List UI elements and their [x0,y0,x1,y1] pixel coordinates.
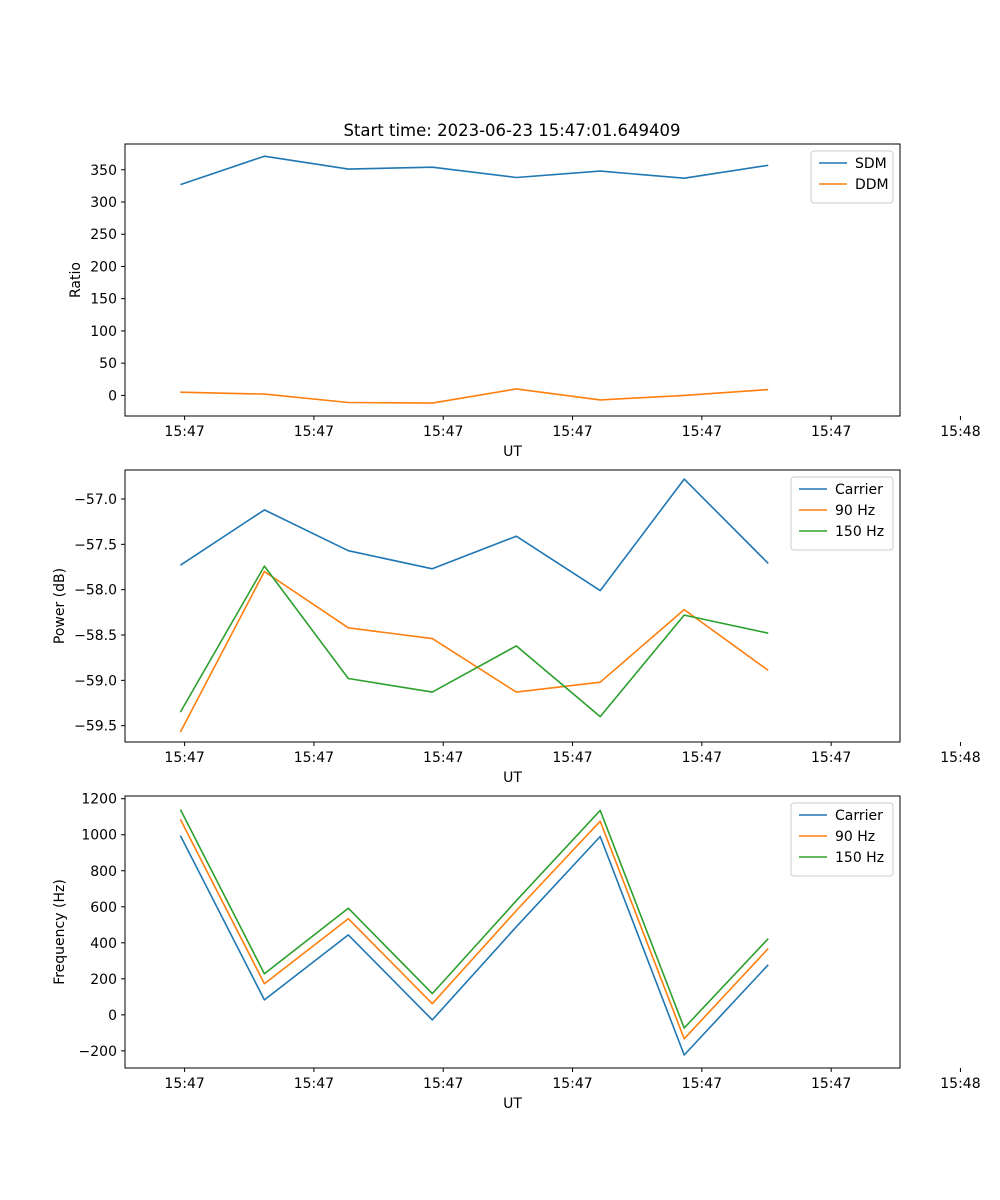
x-tick-label: 15:48 [940,750,980,766]
x-axis-label: UT [503,1096,522,1112]
y-tick-label: 300 [90,195,117,211]
series-line-90-hz [179,570,769,733]
y-tick-label: −57.0 [74,492,117,508]
series-line-150-hz [179,809,769,1029]
x-tick-label: 15:47 [552,1076,592,1092]
y-tick-label: 50 [99,356,117,372]
x-tick-label: 15:48 [940,1076,980,1092]
y-tick-label: −58.5 [74,628,117,644]
x-tick-label: 15:48 [940,424,980,440]
legend: Carrier 90 Hz 150 Hz [790,476,894,551]
x-tick-label: 15:47 [164,750,204,766]
y-axis-label: Power (dB) [52,568,68,644]
panel-1: 15:47 15:47 15:47 15:47 15:47 15:47 15:48 0 50 10… [68,143,981,460]
x-tick-label: 15:47 [811,750,851,766]
legend: Carrier 90 Hz 150 Hz [790,802,894,877]
x-tick-label: 15:47 [682,750,722,766]
x-tick-label: 15:47 [682,1076,722,1092]
y-tick-label: 600 [90,900,117,916]
y-tick-label: −57.5 [74,537,117,553]
x-tick-label: 15:47 [294,1076,334,1092]
y-tick-label: 0 [108,1008,117,1024]
figure-title: Start time: 2023-06-23 15:47:01.649409 [343,121,680,140]
series-line-carrier [179,478,769,592]
x-tick-label: 15:47 [552,424,592,440]
y-tick-label: 800 [90,864,117,880]
panel-2: 15:47 15:47 15:47 15:47 15:47 15:47 15:48 −59.5… [52,469,981,786]
legend-label: 150 Hz [835,524,884,540]
legend-label: Carrier [835,808,883,824]
y-tick-label: 150 [90,292,117,308]
x-tick-label: 15:47 [682,424,722,440]
series-line-150-hz [179,565,769,718]
x-axis-label: UT [503,770,522,786]
x-tick-label: 15:47 [811,424,851,440]
y-tick-label: 100 [90,324,117,340]
y-tick-label: 350 [90,163,117,179]
x-tick-label: 15:47 [294,750,334,766]
x-tick-label: 15:47 [423,424,463,440]
y-tick-label: 200 [90,972,117,988]
legend-label: Carrier [835,482,883,498]
axes-frame [124,469,901,743]
series-line-ddm [180,388,769,404]
y-axis-label: Ratio [68,262,84,298]
legend-label: 90 Hz [835,503,875,519]
x-tick-label: 15:47 [294,424,334,440]
y-tick-label: −59.5 [74,719,117,735]
legend-label: SDM [855,156,887,172]
x-tick-label: 15:47 [164,1076,204,1092]
y-tick-label: 1000 [81,828,117,844]
y-tick-label: −59.0 [74,673,117,689]
y-tick-label: −58.0 [74,583,117,599]
y-tick-label: −200 [79,1044,117,1060]
legend-label: 90 Hz [835,829,875,845]
legend-label: DDM [855,177,889,193]
axes-frame [124,143,901,417]
legend: SDM DDM [810,150,894,204]
y-tick-label: 400 [90,936,117,952]
y-axis-label: Frequency (Hz) [52,879,68,985]
x-tick-label: 15:47 [811,1076,851,1092]
series-line-sdm [180,155,769,186]
series-line-90-hz [179,819,769,1040]
x-tick-label: 15:47 [423,750,463,766]
x-tick-label: 15:47 [552,750,592,766]
x-tick-label: 15:47 [423,1076,463,1092]
legend-box [810,150,894,204]
y-tick-label: 200 [90,259,117,275]
panel-3: 15:47 15:47 15:47 15:47 15:47 15:47 15:48 −200 0… [52,792,981,1112]
series-line-carrier [179,835,769,1056]
x-axis-label: UT [503,444,522,460]
y-tick-label: 1200 [81,792,117,808]
y-tick-label: 0 [108,388,117,404]
x-tick-label: 15:47 [164,424,204,440]
legend-label: 150 Hz [835,850,884,866]
y-tick-label: 250 [90,227,117,243]
axes-frame [124,795,901,1069]
